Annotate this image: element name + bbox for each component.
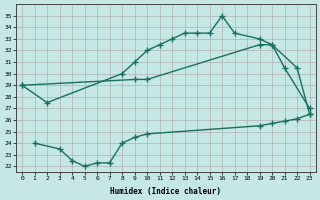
X-axis label: Humidex (Indice chaleur): Humidex (Indice chaleur) — [110, 187, 221, 196]
